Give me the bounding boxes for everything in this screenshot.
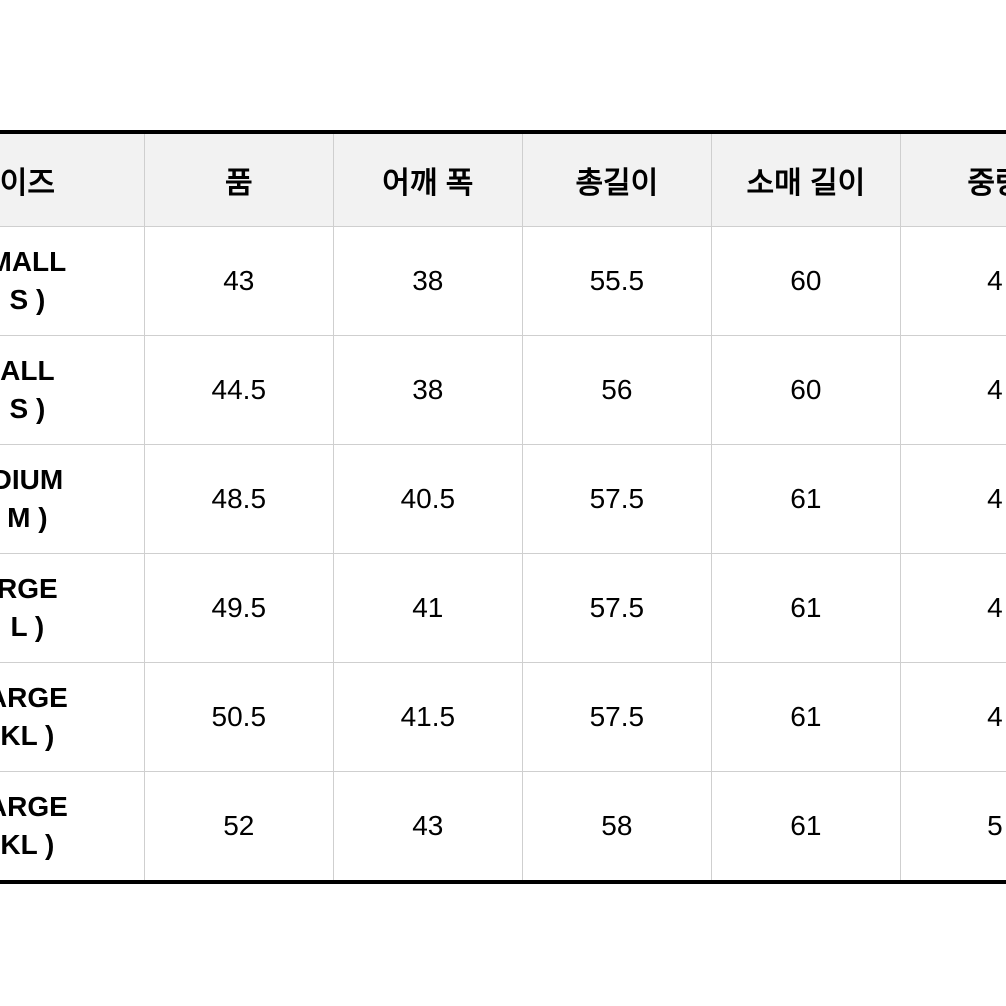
cell-value: 40.5 — [333, 445, 522, 554]
cell-value: 49.5 — [144, 554, 333, 663]
size-line1: ARGE — [0, 679, 144, 717]
size-line1: ARGE — [0, 788, 144, 826]
col-header-weight: 중량 — [900, 132, 1006, 227]
size-line1: ALL — [0, 352, 144, 390]
size-line2: L ) — [0, 608, 144, 646]
cell-value: 61 — [711, 663, 900, 772]
table-row: RGE L ) 49.5 41 57.5 61 4 — [0, 554, 1006, 663]
cell-value: 43 — [144, 227, 333, 336]
table-row: DIUM M ) 48.5 40.5 57.5 61 4 — [0, 445, 1006, 554]
col-header-size: 이즈 — [0, 132, 144, 227]
cell-size: ALL S ) — [0, 336, 144, 445]
cell-value: 57.5 — [522, 663, 711, 772]
cell-value: 4 — [900, 445, 1006, 554]
cell-value: 57.5 — [522, 554, 711, 663]
viewport: 이즈 품 어깨 폭 총길이 소매 길이 중량 MALL S ) 43 38 55… — [0, 0, 1006, 1006]
size-line1: DIUM — [0, 461, 144, 499]
cell-value: 44.5 — [144, 336, 333, 445]
size-line2: KL ) — [0, 717, 144, 755]
cell-value: 43 — [333, 772, 522, 883]
cell-size: DIUM M ) — [0, 445, 144, 554]
cell-value: 57.5 — [522, 445, 711, 554]
cell-size: ARGE KL ) — [0, 663, 144, 772]
cell-value: 48.5 — [144, 445, 333, 554]
cell-value: 41.5 — [333, 663, 522, 772]
size-chart-table: 이즈 품 어깨 폭 총길이 소매 길이 중량 MALL S ) 43 38 55… — [0, 130, 1006, 884]
cell-value: 61 — [711, 554, 900, 663]
cell-value: 4 — [900, 227, 1006, 336]
size-line2: M ) — [0, 499, 144, 537]
cell-value: 55.5 — [522, 227, 711, 336]
cell-value: 50.5 — [144, 663, 333, 772]
cell-value: 4 — [900, 554, 1006, 663]
cell-value: 38 — [333, 227, 522, 336]
cell-value: 61 — [711, 772, 900, 883]
cell-size: RGE L ) — [0, 554, 144, 663]
cell-value: 52 — [144, 772, 333, 883]
table-row: ALL S ) 44.5 38 56 60 4 — [0, 336, 1006, 445]
size-line2: S ) — [0, 390, 144, 428]
col-header-length: 총길이 — [522, 132, 711, 227]
table-row: MALL S ) 43 38 55.5 60 4 — [0, 227, 1006, 336]
col-header-shoulder: 어깨 폭 — [333, 132, 522, 227]
cell-value: 4 — [900, 336, 1006, 445]
cell-value: 41 — [333, 554, 522, 663]
size-line1: RGE — [0, 570, 144, 608]
col-header-sleeve: 소매 길이 — [711, 132, 900, 227]
cell-value: 60 — [711, 227, 900, 336]
table-row: ARGE KL ) 52 43 58 61 5 — [0, 772, 1006, 883]
cell-value: 56 — [522, 336, 711, 445]
col-header-chest: 품 — [144, 132, 333, 227]
cell-value: 61 — [711, 445, 900, 554]
cell-size: ARGE KL ) — [0, 772, 144, 883]
size-chart-container: 이즈 품 어깨 폭 총길이 소매 길이 중량 MALL S ) 43 38 55… — [0, 130, 1006, 884]
size-line1: MALL — [0, 243, 144, 281]
size-line2: S ) — [0, 281, 144, 319]
cell-value: 4 — [900, 663, 1006, 772]
cell-size: MALL S ) — [0, 227, 144, 336]
cell-value: 58 — [522, 772, 711, 883]
cell-value: 60 — [711, 336, 900, 445]
table-header-row: 이즈 품 어깨 폭 총길이 소매 길이 중량 — [0, 132, 1006, 227]
table-row: ARGE KL ) 50.5 41.5 57.5 61 4 — [0, 663, 1006, 772]
cell-value: 5 — [900, 772, 1006, 883]
cell-value: 38 — [333, 336, 522, 445]
size-line2: KL ) — [0, 826, 144, 864]
